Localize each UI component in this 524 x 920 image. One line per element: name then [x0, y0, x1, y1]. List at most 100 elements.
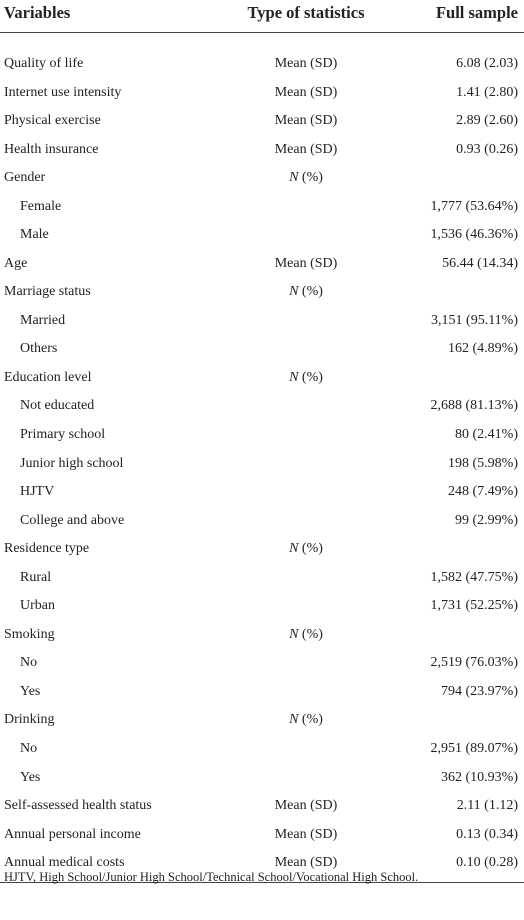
table-row: Smoking N (%) — [0, 621, 524, 649]
variable-label: Not educated — [20, 398, 95, 414]
table-row: Others 162 (4.89%) — [0, 335, 524, 363]
variable-label: Male — [20, 227, 49, 243]
table-row: No 2,951 (89.07%) — [0, 735, 524, 763]
statistic-type: N (%) — [289, 541, 323, 557]
table-row: Residence type N (%) — [0, 535, 524, 563]
sample-value: 794 (23.97%) — [441, 683, 518, 699]
table-row: Female 1,777 (53.64%) — [0, 193, 524, 221]
bottom-rule — [0, 881, 524, 883]
statistic-type: N (%) — [289, 626, 323, 642]
variable-label: Quality of life — [4, 56, 84, 71]
variable-label: Annual medical costs — [4, 855, 125, 871]
variable-label: Drinking — [4, 712, 55, 728]
variable-label: Self-assessed health status — [4, 798, 152, 814]
variable-label: Urban — [20, 598, 55, 614]
variable-label: Primary school — [20, 427, 106, 443]
variable-label: Married — [20, 312, 66, 328]
statistic-type: Mean (SD) — [274, 84, 338, 100]
table-row: Physical exercise Mean (SD) 2.89 (2.60) — [0, 107, 524, 135]
sample-value: 2,688 (81.13%) — [430, 398, 519, 414]
variable-label: Internet use intensity — [4, 84, 122, 100]
table-row: Self-assessed health status Mean (SD) 2.11… — [0, 792, 524, 820]
statistic-type: Mean (SD) — [274, 255, 338, 271]
variable-label: HJTV — [20, 484, 55, 500]
sample-value: 0.10 (0.28) — [456, 855, 518, 871]
variable-label: Others — [20, 341, 58, 357]
table-row: Rural 1,582 (47.75%) — [0, 564, 524, 592]
variable-label: Gender — [4, 170, 46, 186]
table-row: Primary school 80 (2.41%) — [0, 421, 524, 449]
sample-value: 2,519 (76.03%) — [430, 655, 519, 671]
sample-value: 2,951 (89.07%) — [430, 740, 519, 756]
table-row: Health insurance Mean (SD) 0.93 (0.26) — [0, 136, 524, 164]
sample-value: 80 (2.41%) — [455, 427, 518, 443]
variable-label: Physical exercise — [4, 113, 101, 129]
table-row: Gender N (%) — [0, 164, 524, 192]
table-row: HJTV 248 (7.49%) — [0, 478, 524, 506]
statistic-type: Mean (SD) — [274, 56, 338, 71]
table-row: Annual medical costs Mean (SD) 0.10 (0.28) — [0, 849, 524, 877]
statistic-type: N (%) — [289, 712, 323, 728]
table-row: Drinking N (%) — [0, 706, 524, 734]
footnote: HJTV, High School/Junior High School/Tec… — [4, 870, 419, 884]
table-row: Annual personal income Mean (SD) 0.13 (0.3… — [0, 821, 524, 849]
sample-value: 198 (5.98%) — [448, 455, 518, 471]
column-header: Type of statistics — [247, 3, 365, 22]
variable-label: College and above — [20, 512, 125, 528]
table-row: Married 3,151 (95.11%) — [0, 307, 524, 335]
table-row: Internet use intensity Mean (SD) 1.41 (2.8… — [0, 79, 524, 107]
statistic-type: N (%) — [289, 369, 323, 385]
sample-value: 0.93 (0.26) — [456, 141, 518, 157]
variable-label: Yes — [20, 683, 41, 699]
sample-value: 1,777 (53.64%) — [430, 198, 519, 214]
sample-value: 248 (7.49%) — [448, 484, 518, 500]
statistic-type: N (%) — [289, 170, 323, 186]
variable-label: Rural — [20, 569, 52, 585]
variable-label: Education level — [4, 369, 92, 385]
table-row: Quality of life Mean (SD) 6.08 (2.03) — [0, 50, 524, 78]
statistic-type: Mean (SD) — [274, 113, 338, 129]
sample-value: 1,582 (47.75%) — [430, 569, 519, 585]
sample-value: 99 (2.99%) — [455, 512, 518, 528]
variable-label: Female — [20, 198, 62, 214]
sample-value: 56.44 (14.34) — [442, 255, 518, 271]
table-row: No 2,519 (76.03%) — [0, 649, 524, 677]
variable-label: Junior high school — [20, 455, 124, 471]
table-row: Junior high school 198 (5.98%) — [0, 450, 524, 478]
variable-label: Yes — [20, 769, 41, 785]
table-row: Male 1,536 (46.36%) — [0, 221, 524, 249]
variable-label: Health insurance — [4, 141, 99, 157]
sample-value: 1,536 (46.36%) — [430, 227, 519, 243]
variable-label: Marriage status — [4, 284, 91, 300]
variable-label: No — [20, 740, 38, 756]
statistic-type: N (%) — [289, 284, 323, 300]
table-row: Urban 1,731 (52.25%) — [0, 592, 524, 620]
sample-value: 1,731 (52.25%) — [430, 598, 519, 614]
table-row: Not educated 2,688 (81.13%) — [0, 392, 524, 420]
variable-label: Residence type — [4, 541, 90, 557]
table-row: Marriage status N (%) — [0, 278, 524, 306]
table-row: Age Mean (SD) 56.44 (14.34) — [0, 250, 524, 278]
variable-label: Annual personal income — [4, 826, 141, 842]
header-rule — [0, 32, 524, 33]
sample-value: 362 (10.93%) — [441, 769, 518, 785]
table-row: Education level N (%) — [0, 364, 524, 392]
sample-value: 6.08 (2.03) — [456, 56, 518, 71]
variable-label: Age — [4, 255, 28, 271]
column-header: Full sample — [435, 3, 518, 22]
sample-value: 2.11 (1.12) — [456, 798, 518, 814]
variable-label: Smoking — [4, 626, 55, 642]
statistic-type: Mean (SD) — [274, 826, 338, 842]
statistic-type: Mean (SD) — [274, 798, 338, 814]
sample-value: 0.13 (0.34) — [456, 826, 518, 842]
statistic-type: Mean (SD) — [274, 141, 338, 157]
sample-value: 162 (4.89%) — [448, 341, 518, 357]
table-row: Yes 794 (23.97%) — [0, 678, 524, 706]
sample-value: 3,151 (95.11%) — [431, 312, 518, 328]
table-row: Yes 362 (10.93%) — [0, 764, 524, 792]
column-header: Variables — [4, 3, 71, 22]
sample-value: 2.89 (2.60) — [456, 113, 518, 129]
sample-value: 1.41 (2.80) — [456, 84, 518, 100]
statistic-type: Mean (SD) — [274, 855, 338, 871]
